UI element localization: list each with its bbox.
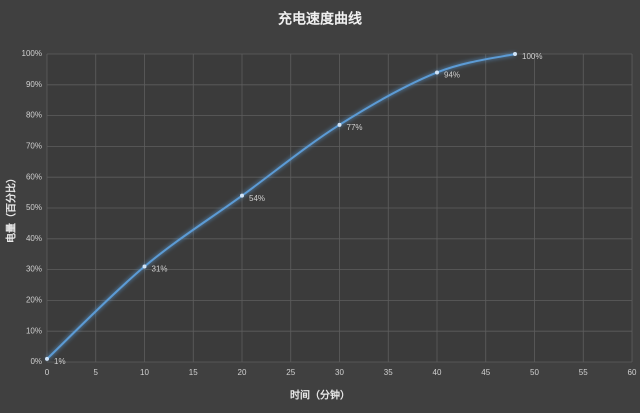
- x-tick-label: 35: [384, 368, 393, 377]
- data-label: 31%: [152, 265, 168, 274]
- x-tick-label: 25: [286, 368, 295, 377]
- data-label: 1%: [54, 357, 66, 366]
- data-label: 94%: [444, 71, 460, 80]
- point-marker: [142, 264, 147, 269]
- x-tick-label: 60: [628, 368, 637, 377]
- y-tick-label: 0%: [30, 357, 42, 366]
- x-tick-label: 20: [238, 368, 247, 377]
- x-tick-label: 30: [335, 368, 344, 377]
- x-tick-label: 15: [189, 368, 198, 377]
- y-tick-label: 90%: [26, 80, 42, 89]
- y-tick-label: 40%: [26, 234, 42, 243]
- chart-title: 充电速度曲线: [278, 11, 362, 27]
- data-label: 54%: [249, 194, 265, 203]
- y-tick-label: 80%: [26, 111, 42, 120]
- y-tick-label: 20%: [26, 296, 42, 305]
- x-axis-title: 时间（分钟）: [290, 389, 350, 402]
- x-tick-label: 5: [94, 368, 99, 377]
- point-marker: [513, 52, 517, 56]
- x-tick-label: 10: [140, 368, 149, 377]
- y-tick-label: 100%: [22, 49, 42, 58]
- y-tick-label: 60%: [26, 172, 42, 181]
- y-tick-label: 70%: [26, 142, 42, 151]
- x-tick-label: 50: [530, 368, 539, 377]
- point-marker: [337, 122, 342, 127]
- x-tick-label: 0: [45, 368, 50, 377]
- y-tick-label: 10%: [26, 326, 42, 335]
- point-marker: [240, 193, 244, 198]
- point-marker: [45, 356, 49, 361]
- x-tick-label: 55: [579, 368, 588, 377]
- data-label: 100%: [522, 52, 542, 61]
- x-tick-label: 45: [481, 368, 490, 377]
- data-label: 77%: [347, 123, 363, 132]
- x-tick-label: 40: [433, 368, 442, 377]
- y-tick-label: 50%: [26, 203, 42, 212]
- point-marker: [435, 70, 439, 75]
- y-tick-label: 30%: [26, 265, 42, 274]
- y-axis-title: 电量（百分比）: [5, 173, 18, 243]
